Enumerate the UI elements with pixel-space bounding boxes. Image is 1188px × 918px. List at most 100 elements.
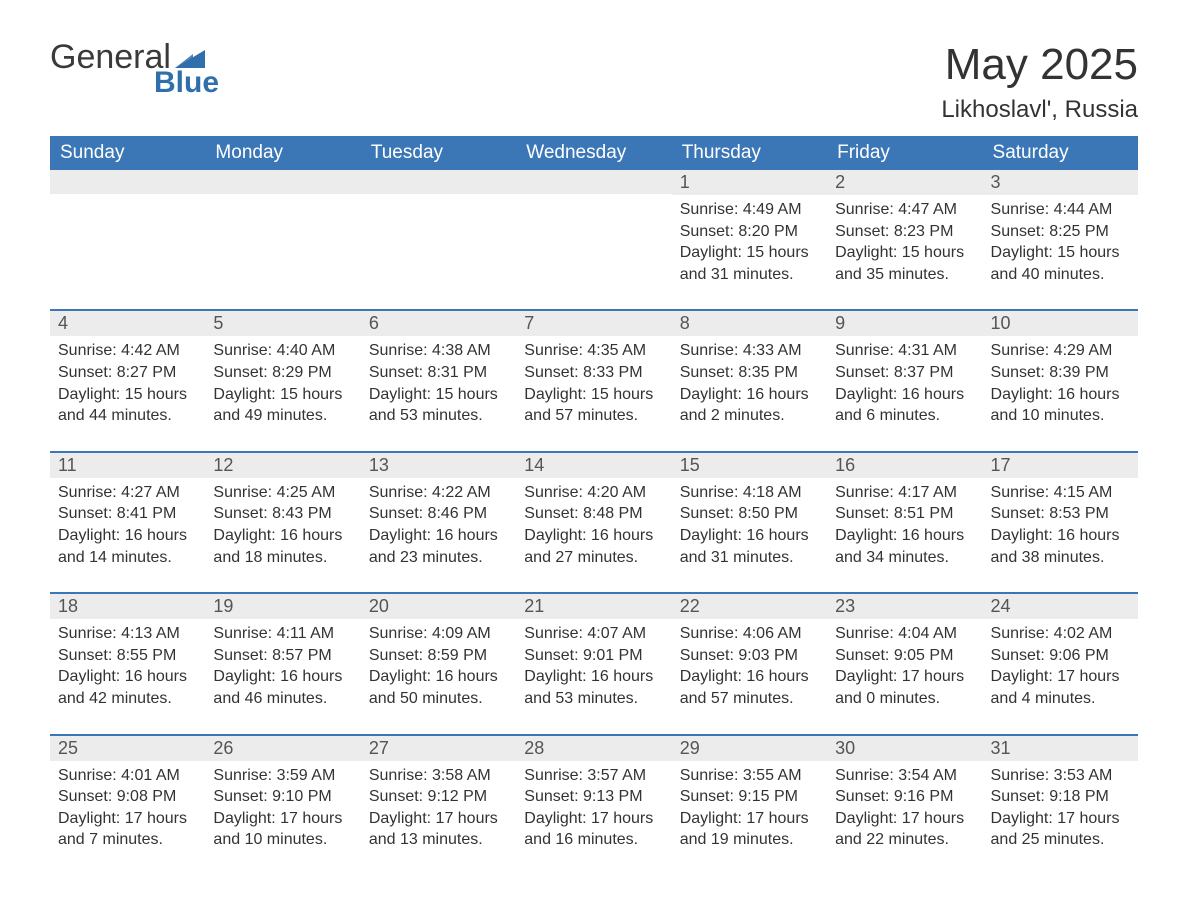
day-body: Sunrise: 4:44 AMSunset: 8:25 PMDaylight:… [983, 195, 1138, 309]
calendar-cell: 14Sunrise: 4:20 AMSunset: 8:48 PMDayligh… [516, 452, 671, 593]
page-header: General Blue May 2025 Likhoslavl', Russi… [50, 40, 1138, 124]
sunset-line: Sunset: 8:37 PM [835, 362, 974, 384]
daylight-line: Daylight: 16 hours and 18 minutes. [213, 525, 352, 568]
day-number: 3 [983, 170, 1138, 195]
calendar-cell: 21Sunrise: 4:07 AMSunset: 9:01 PMDayligh… [516, 593, 671, 734]
calendar-week-row: 4Sunrise: 4:42 AMSunset: 8:27 PMDaylight… [50, 310, 1138, 451]
sunrise-line: Sunrise: 4:31 AM [835, 340, 974, 362]
calendar-cell: 20Sunrise: 4:09 AMSunset: 8:59 PMDayligh… [361, 593, 516, 734]
day-header: Friday [827, 136, 982, 170]
calendar-cell: 8Sunrise: 4:33 AMSunset: 8:35 PMDaylight… [672, 310, 827, 451]
day-body [50, 194, 205, 290]
daylight-line: Daylight: 16 hours and 23 minutes. [369, 525, 508, 568]
day-number: 6 [361, 311, 516, 336]
daylight-line: Daylight: 17 hours and 10 minutes. [213, 808, 352, 851]
calendar-header-row: SundayMondayTuesdayWednesdayThursdayFrid… [50, 136, 1138, 170]
sunset-line: Sunset: 8:50 PM [680, 503, 819, 525]
calendar-cell [205, 170, 360, 310]
daylight-line: Daylight: 17 hours and 0 minutes. [835, 666, 974, 709]
sunset-line: Sunset: 8:31 PM [369, 362, 508, 384]
sunrise-line: Sunrise: 3:59 AM [213, 765, 352, 787]
day-body: Sunrise: 4:27 AMSunset: 8:41 PMDaylight:… [50, 478, 205, 592]
calendar-cell: 17Sunrise: 4:15 AMSunset: 8:53 PMDayligh… [983, 452, 1138, 593]
daylight-line: Daylight: 15 hours and 57 minutes. [524, 384, 663, 427]
calendar-cell: 3Sunrise: 4:44 AMSunset: 8:25 PMDaylight… [983, 170, 1138, 310]
daylight-line: Daylight: 16 hours and 38 minutes. [991, 525, 1130, 568]
sunset-line: Sunset: 8:48 PM [524, 503, 663, 525]
day-body: Sunrise: 4:09 AMSunset: 8:59 PMDaylight:… [361, 619, 516, 733]
daylight-line: Daylight: 16 hours and 57 minutes. [680, 666, 819, 709]
calendar-cell: 31Sunrise: 3:53 AMSunset: 9:18 PMDayligh… [983, 735, 1138, 875]
daylight-line: Daylight: 17 hours and 19 minutes. [680, 808, 819, 851]
sunset-line: Sunset: 9:15 PM [680, 786, 819, 808]
calendar-cell: 1Sunrise: 4:49 AMSunset: 8:20 PMDaylight… [672, 170, 827, 310]
sunset-line: Sunset: 8:59 PM [369, 645, 508, 667]
calendar-table: SundayMondayTuesdayWednesdayThursdayFrid… [50, 136, 1138, 875]
day-body: Sunrise: 4:22 AMSunset: 8:46 PMDaylight:… [361, 478, 516, 592]
day-number: 18 [50, 594, 205, 619]
day-body: Sunrise: 3:57 AMSunset: 9:13 PMDaylight:… [516, 761, 671, 875]
day-number: 25 [50, 736, 205, 761]
sunset-line: Sunset: 9:10 PM [213, 786, 352, 808]
day-body [205, 194, 360, 290]
sunset-line: Sunset: 8:33 PM [524, 362, 663, 384]
day-number [205, 170, 360, 194]
day-body [361, 194, 516, 290]
calendar-cell: 10Sunrise: 4:29 AMSunset: 8:39 PMDayligh… [983, 310, 1138, 451]
day-body: Sunrise: 4:15 AMSunset: 8:53 PMDaylight:… [983, 478, 1138, 592]
logo-word1: General [50, 40, 171, 74]
daylight-line: Daylight: 16 hours and 31 minutes. [680, 525, 819, 568]
page-title: May 2025 [941, 40, 1138, 90]
sunset-line: Sunset: 8:20 PM [680, 221, 819, 243]
sunset-line: Sunset: 9:13 PM [524, 786, 663, 808]
day-body: Sunrise: 4:04 AMSunset: 9:05 PMDaylight:… [827, 619, 982, 733]
day-body: Sunrise: 4:02 AMSunset: 9:06 PMDaylight:… [983, 619, 1138, 733]
day-body: Sunrise: 4:47 AMSunset: 8:23 PMDaylight:… [827, 195, 982, 309]
sunset-line: Sunset: 8:43 PM [213, 503, 352, 525]
day-body: Sunrise: 4:29 AMSunset: 8:39 PMDaylight:… [983, 336, 1138, 450]
day-body: Sunrise: 4:07 AMSunset: 9:01 PMDaylight:… [516, 619, 671, 733]
calendar-week-row: 25Sunrise: 4:01 AMSunset: 9:08 PMDayligh… [50, 735, 1138, 875]
sunrise-line: Sunrise: 3:58 AM [369, 765, 508, 787]
calendar-cell [516, 170, 671, 310]
day-number: 11 [50, 453, 205, 478]
logo-word2: Blue [154, 68, 219, 98]
sunset-line: Sunset: 9:05 PM [835, 645, 974, 667]
daylight-line: Daylight: 16 hours and 53 minutes. [524, 666, 663, 709]
day-body: Sunrise: 4:18 AMSunset: 8:50 PMDaylight:… [672, 478, 827, 592]
day-header: Tuesday [361, 136, 516, 170]
daylight-line: Daylight: 16 hours and 2 minutes. [680, 384, 819, 427]
calendar-cell: 25Sunrise: 4:01 AMSunset: 9:08 PMDayligh… [50, 735, 205, 875]
sunset-line: Sunset: 9:06 PM [991, 645, 1130, 667]
sunrise-line: Sunrise: 4:42 AM [58, 340, 197, 362]
day-header: Thursday [672, 136, 827, 170]
day-body: Sunrise: 3:55 AMSunset: 9:15 PMDaylight:… [672, 761, 827, 875]
calendar-cell: 28Sunrise: 3:57 AMSunset: 9:13 PMDayligh… [516, 735, 671, 875]
calendar-cell: 29Sunrise: 3:55 AMSunset: 9:15 PMDayligh… [672, 735, 827, 875]
day-number: 2 [827, 170, 982, 195]
calendar-cell [50, 170, 205, 310]
sunrise-line: Sunrise: 4:40 AM [213, 340, 352, 362]
sunrise-line: Sunrise: 3:53 AM [991, 765, 1130, 787]
calendar-cell: 15Sunrise: 4:18 AMSunset: 8:50 PMDayligh… [672, 452, 827, 593]
day-body: Sunrise: 4:31 AMSunset: 8:37 PMDaylight:… [827, 336, 982, 450]
day-number [50, 170, 205, 194]
sunset-line: Sunset: 9:01 PM [524, 645, 663, 667]
sunset-line: Sunset: 8:29 PM [213, 362, 352, 384]
calendar-cell [361, 170, 516, 310]
day-body: Sunrise: 4:20 AMSunset: 8:48 PMDaylight:… [516, 478, 671, 592]
daylight-line: Daylight: 16 hours and 34 minutes. [835, 525, 974, 568]
sunrise-line: Sunrise: 4:20 AM [524, 482, 663, 504]
sunset-line: Sunset: 8:53 PM [991, 503, 1130, 525]
day-body: Sunrise: 4:33 AMSunset: 8:35 PMDaylight:… [672, 336, 827, 450]
sunrise-line: Sunrise: 4:38 AM [369, 340, 508, 362]
sunrise-line: Sunrise: 4:07 AM [524, 623, 663, 645]
day-body: Sunrise: 4:11 AMSunset: 8:57 PMDaylight:… [205, 619, 360, 733]
daylight-line: Daylight: 16 hours and 42 minutes. [58, 666, 197, 709]
sunrise-line: Sunrise: 4:49 AM [680, 199, 819, 221]
title-block: May 2025 Likhoslavl', Russia [941, 40, 1138, 124]
calendar-cell: 4Sunrise: 4:42 AMSunset: 8:27 PMDaylight… [50, 310, 205, 451]
sunrise-line: Sunrise: 4:29 AM [991, 340, 1130, 362]
daylight-line: Daylight: 17 hours and 25 minutes. [991, 808, 1130, 851]
day-body: Sunrise: 4:25 AMSunset: 8:43 PMDaylight:… [205, 478, 360, 592]
